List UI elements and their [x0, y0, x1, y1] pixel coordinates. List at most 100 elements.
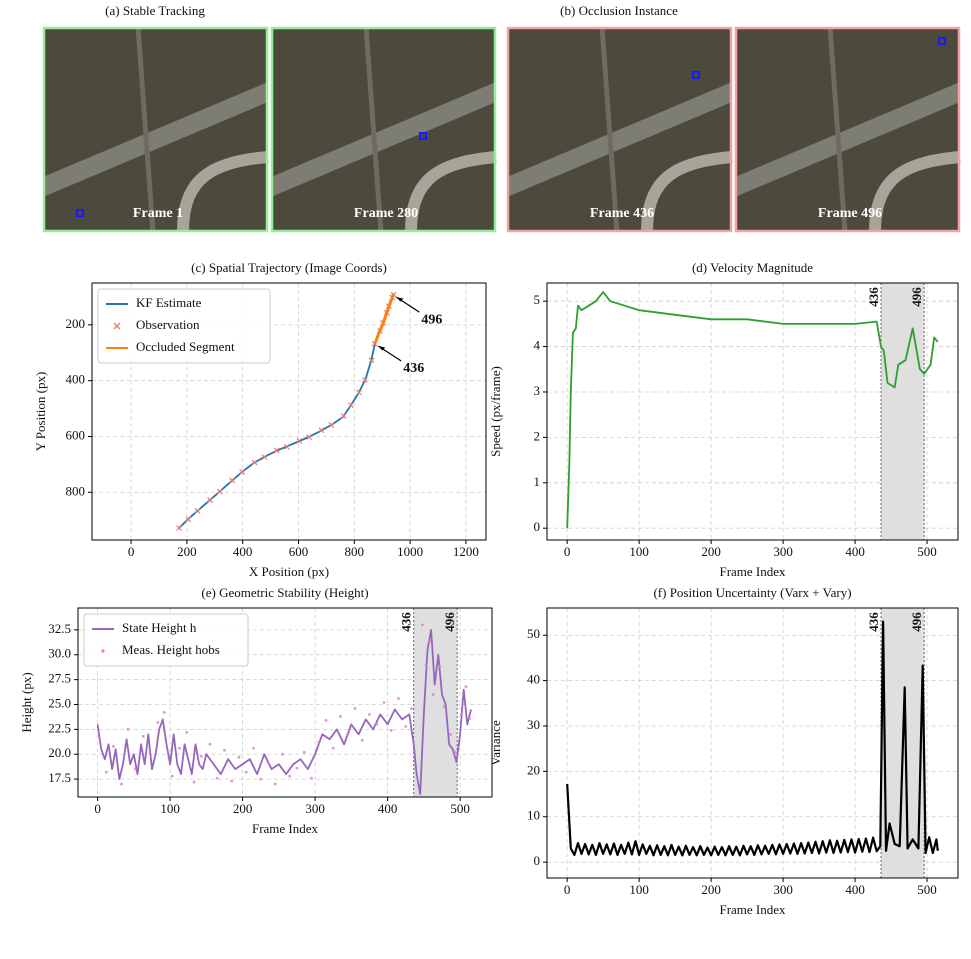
- plot-area: [96, 623, 472, 795]
- measurement-dot: [389, 728, 393, 732]
- measurement-dot: [438, 665, 442, 669]
- y-tick-label: 2: [534, 428, 541, 443]
- legend-box: [97, 288, 271, 364]
- track-box: [419, 132, 427, 140]
- axes-frame: [77, 607, 493, 798]
- x-tick-label: 300: [773, 544, 793, 559]
- x-tick-label: 400: [845, 544, 865, 559]
- measurement-dot: [317, 740, 321, 744]
- y-tick-label: 30.0: [48, 646, 71, 661]
- road: [507, 82, 732, 197]
- y-tick-label: 800: [66, 483, 86, 498]
- frame-label: Frame 280: [354, 206, 418, 221]
- x-tick-label: 400: [378, 801, 398, 816]
- plot-area: [566, 291, 939, 529]
- occlusion-span: [880, 283, 925, 540]
- y-tick-label: 30: [527, 717, 540, 732]
- observation-marker: [356, 389, 362, 396]
- observation-marker: [261, 454, 268, 461]
- road: [735, 82, 960, 197]
- road: [271, 82, 496, 197]
- frame-label: Frame 436: [590, 206, 654, 221]
- y-tick-label: 32.5: [48, 621, 71, 636]
- measurement-dot: [244, 770, 248, 774]
- x-axis-label: X Position (px): [249, 564, 329, 579]
- observation-marker: [340, 413, 347, 420]
- measurement-dot: [112, 744, 115, 748]
- observation-marker: [239, 468, 246, 475]
- measurement-dot: [346, 732, 350, 736]
- chart-title: (d) Velocity Magnitude: [692, 260, 813, 275]
- axes-frame: [546, 282, 959, 541]
- measurement-dot: [288, 774, 292, 778]
- x-tick-label: 300: [305, 801, 325, 816]
- measurement-dot: [259, 777, 263, 781]
- series-line: [566, 291, 939, 529]
- plot-area: [566, 620, 939, 857]
- legend-label: State Height h: [122, 620, 197, 635]
- x-tick-label: 500: [917, 544, 937, 559]
- legend-label: Occluded Segment: [136, 339, 235, 354]
- axes-frame: [546, 607, 959, 879]
- occlusion-label: 436: [866, 287, 881, 307]
- observation-marker: [251, 459, 258, 466]
- y-tick-label: 5: [534, 292, 541, 307]
- x-tick-label: 800: [345, 544, 365, 559]
- x-axis-label: Frame Index: [252, 821, 319, 836]
- series-line: [566, 620, 939, 857]
- y-tick-label: 0: [534, 853, 541, 868]
- measurement-dot: [442, 705, 446, 708]
- panel-border: [270, 26, 497, 233]
- image-panel: Frame 280: [270, 26, 497, 233]
- frame-label: Frame 496: [818, 206, 882, 221]
- occlusion-label: 436: [399, 612, 414, 632]
- series-line: [373, 293, 395, 344]
- axes-frame: [91, 282, 487, 541]
- y-tick-label: 22.5: [48, 720, 71, 735]
- legend-label: Observation: [136, 317, 200, 332]
- measurement-dot: [237, 755, 241, 759]
- measurement-dot: [310, 776, 313, 780]
- occlusion-label: 496: [442, 612, 457, 632]
- x-tick-label: 0: [94, 801, 101, 816]
- y-tick-label: 17.5: [48, 770, 71, 785]
- observation-marker: [283, 443, 290, 450]
- image-panel: Frame 436: [506, 26, 733, 233]
- measurement-dot: [382, 701, 386, 704]
- measurement-dot: [453, 750, 457, 754]
- measurement-dot: [331, 746, 335, 750]
- measurement-dot: [404, 724, 408, 728]
- y-tick-label: 400: [66, 372, 86, 387]
- y-tick-label: 50: [527, 626, 540, 641]
- y-tick-label: 20: [527, 762, 540, 777]
- x-tick-label: 500: [917, 882, 937, 897]
- observation-marker: [296, 438, 303, 444]
- measurement-dot: [178, 746, 181, 750]
- measurement-dot: [324, 719, 328, 722]
- x-axis-label: Frame Index: [719, 564, 786, 579]
- track-box: [692, 71, 700, 79]
- road: [405, 151, 497, 233]
- x-tick-label: 500: [450, 801, 470, 816]
- observation-marker: [194, 507, 201, 514]
- measurement-dot: [273, 782, 277, 786]
- road: [363, 26, 384, 233]
- y-tick-label: 10: [527, 808, 540, 823]
- chart-title: (f) Position Uncertainty (Varx + Vary): [653, 585, 851, 600]
- measurement-dot: [428, 639, 432, 643]
- measurement-dot: [295, 766, 299, 770]
- measurement-dot: [170, 774, 174, 778]
- measurement-dot: [468, 717, 471, 720]
- chart-title: (e) Geometric Stability (Height): [201, 585, 368, 600]
- measurement-dot: [460, 713, 463, 716]
- observation-marker: [229, 477, 236, 484]
- measurement-dot: [360, 738, 364, 742]
- measurement-dot: [252, 746, 255, 750]
- measurement-dot: [431, 693, 435, 696]
- legend-swatch: [113, 322, 121, 330]
- observation-marker: [348, 402, 354, 409]
- measurement-dot: [126, 727, 130, 731]
- measurement-dot: [148, 750, 152, 754]
